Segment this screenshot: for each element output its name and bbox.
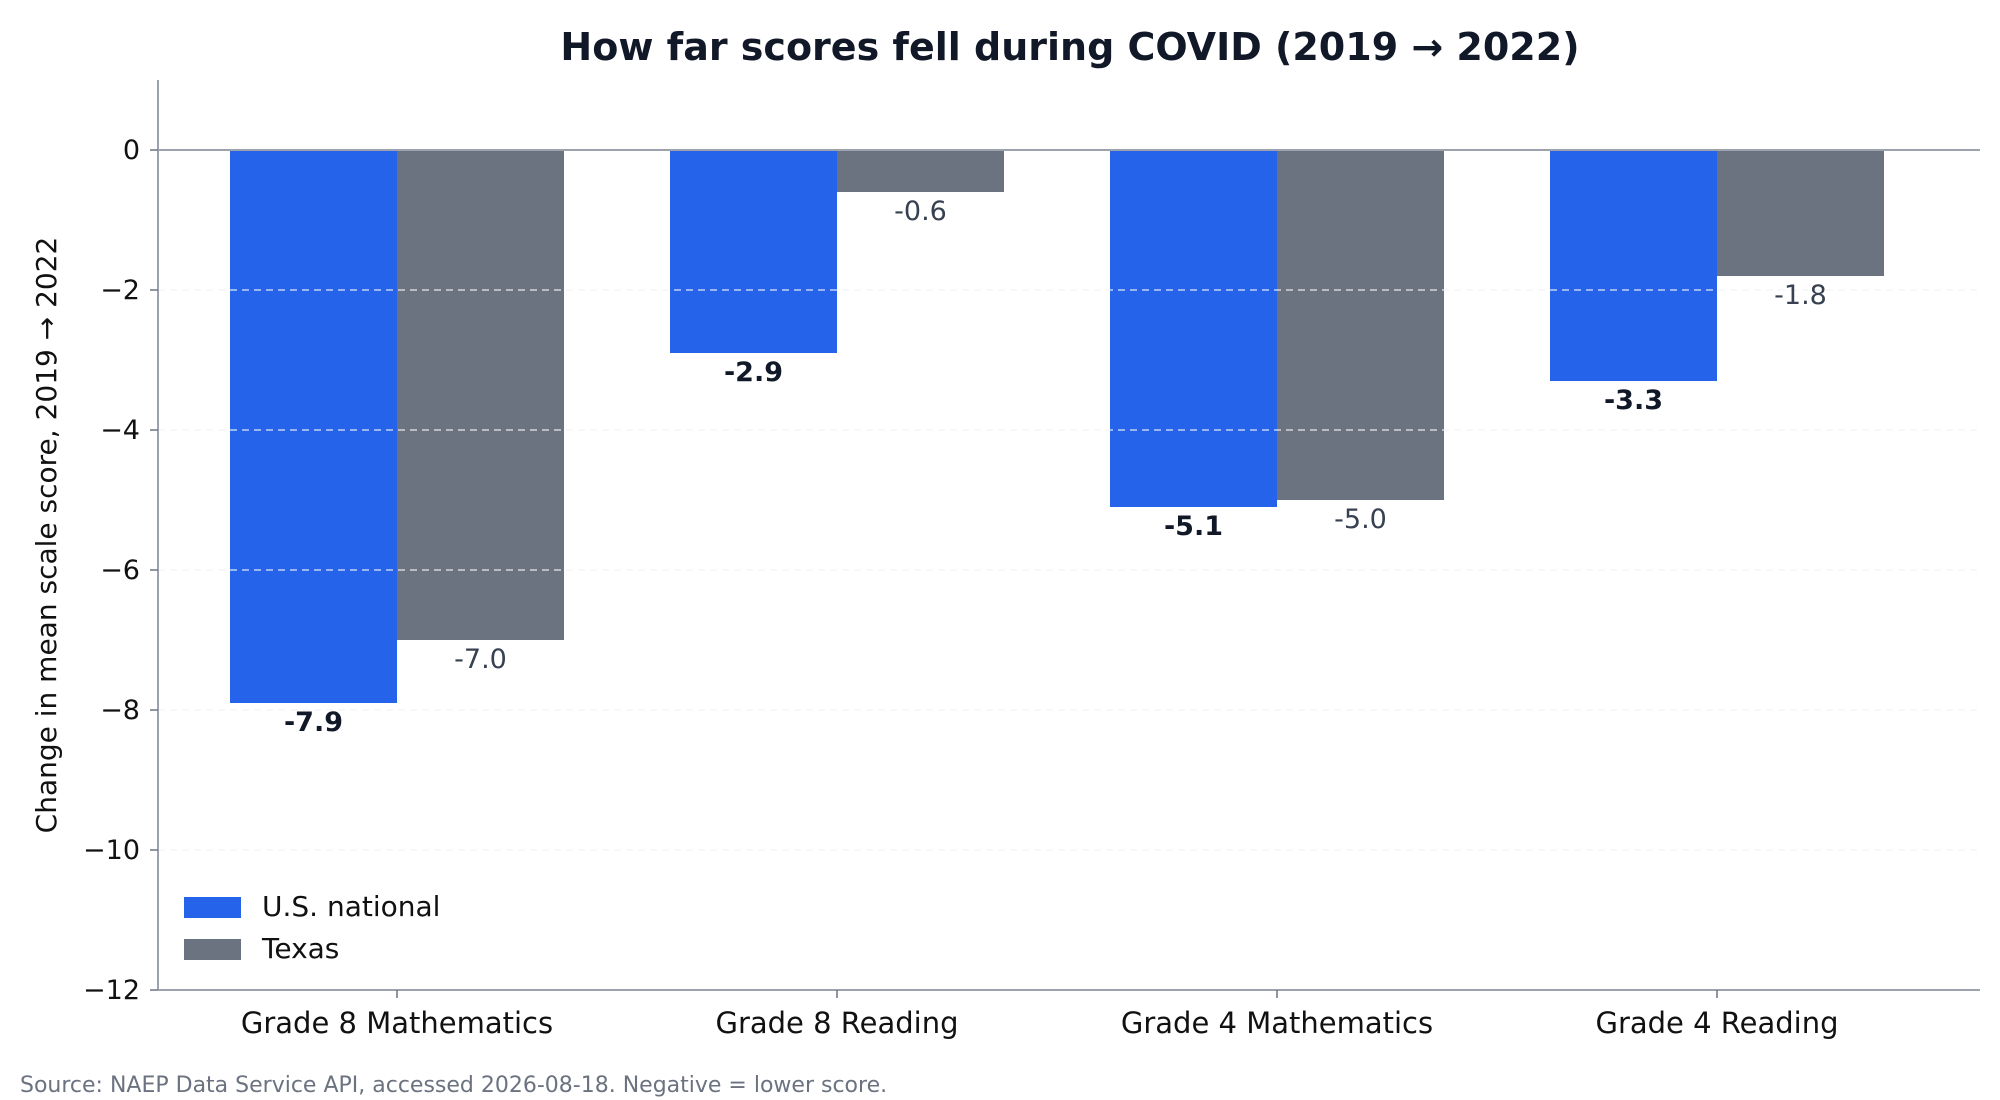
bar-us-national xyxy=(670,150,837,353)
legend-swatch-us-national xyxy=(184,897,241,918)
x-tick-label: Grade 4 Mathematics xyxy=(1121,1006,1433,1040)
data-label: -1.8 xyxy=(1774,280,1827,311)
source-note: Source: NAEP Data Service API, accessed … xyxy=(20,1073,887,1098)
bar-us-national xyxy=(1110,150,1277,507)
data-label: -7.0 xyxy=(454,644,507,675)
data-label: -5.1 xyxy=(1164,511,1223,542)
y-tick-label: −2 xyxy=(100,275,140,306)
y-tick-label: −6 xyxy=(100,555,140,586)
value-labels: -7.9 -7.0 -2.9 -0.6 -5.1 -5.0 -3.3 -1.8 xyxy=(158,196,1980,851)
bar-texas xyxy=(1717,150,1884,276)
y-tick-label: −4 xyxy=(100,415,140,446)
data-label: -7.9 xyxy=(284,707,343,738)
legend-label-us-national: U.S. national xyxy=(262,890,440,923)
x-tick-label: Grade 8 Mathematics xyxy=(241,1006,553,1040)
data-label: -0.6 xyxy=(894,196,947,227)
bar-texas xyxy=(1277,150,1444,500)
bars xyxy=(230,150,1884,703)
data-label: -3.3 xyxy=(1604,385,1663,416)
bar-us-national xyxy=(230,150,397,703)
x-tick-label: Grade 4 Reading xyxy=(1595,1006,1838,1040)
data-label: -5.0 xyxy=(1334,504,1387,535)
y-tick-label: −12 xyxy=(83,975,140,1006)
x-tick-label: Grade 8 Reading xyxy=(715,1006,958,1040)
legend-swatch-texas xyxy=(184,939,241,960)
data-label: -2.9 xyxy=(724,357,783,388)
legend-label-texas: Texas xyxy=(261,932,339,965)
y-tick-label: 0 xyxy=(123,135,140,166)
y-tick-label: −10 xyxy=(83,835,140,866)
bar-us-national xyxy=(1550,150,1717,381)
bar-texas xyxy=(397,150,564,640)
y-axis-label: Change in mean scale score, 2019 → 2022 xyxy=(30,237,63,834)
axes: 0 −2 −4 −6 −8 −10 −12 Grade 8 Mathematics Grade … xyxy=(83,80,1980,1040)
y-tick-label: −8 xyxy=(100,695,140,726)
bar-texas xyxy=(837,150,1004,192)
legend: U.S. national Texas xyxy=(184,890,440,965)
chart-title: How far scores fell during COVID (2019 →… xyxy=(560,25,1579,69)
